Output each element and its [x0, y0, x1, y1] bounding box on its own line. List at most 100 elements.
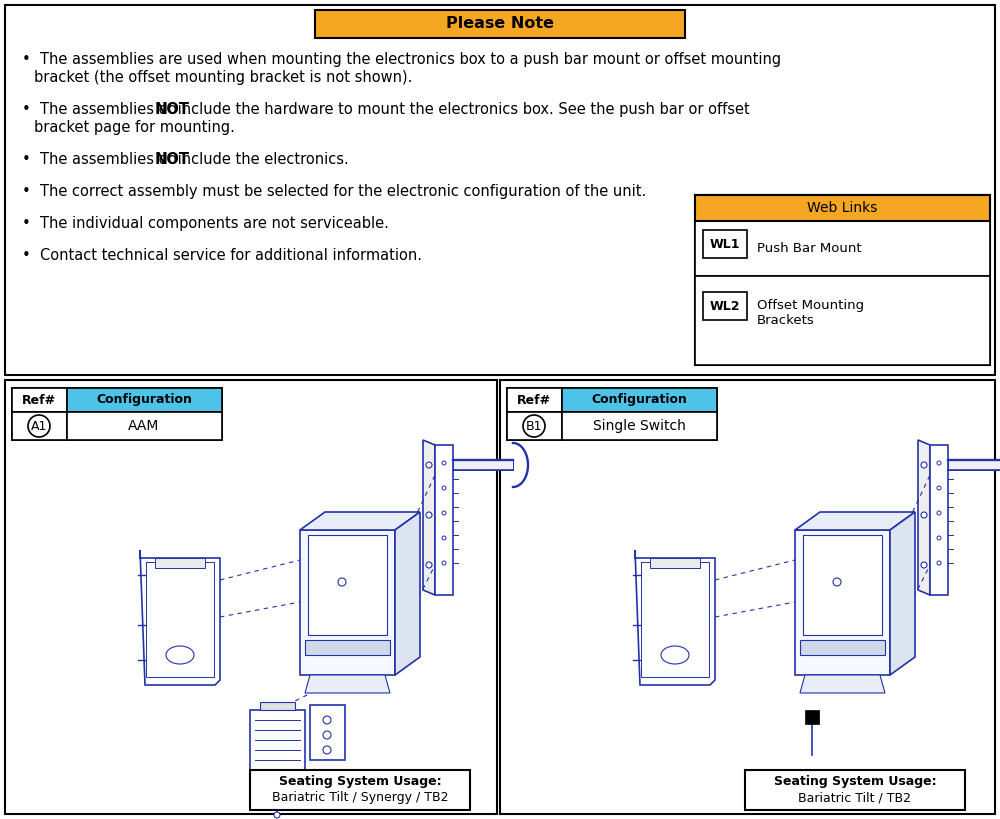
Bar — [315, 10, 685, 38]
Circle shape — [442, 536, 446, 540]
Polygon shape — [260, 702, 295, 710]
Text: Push Bar Mount: Push Bar Mount — [757, 242, 862, 255]
Circle shape — [833, 578, 841, 586]
Text: Seating System Usage:: Seating System Usage: — [774, 776, 936, 789]
Circle shape — [323, 746, 331, 754]
Polygon shape — [800, 640, 885, 655]
Bar — [507, 388, 562, 412]
Text: Offset Mounting
Brackets: Offset Mounting Brackets — [757, 299, 864, 327]
Text: •  The assemblies do: • The assemblies do — [22, 152, 181, 167]
Bar — [703, 292, 747, 320]
Polygon shape — [635, 550, 715, 685]
Text: bracket page for mounting.: bracket page for mounting. — [34, 120, 235, 135]
Text: bracket (the offset mounting bracket is not shown).: bracket (the offset mounting bracket is … — [34, 70, 412, 85]
Circle shape — [323, 716, 331, 724]
Bar — [745, 770, 965, 810]
Polygon shape — [155, 558, 205, 568]
Bar — [507, 412, 717, 440]
Text: Ref#: Ref# — [22, 393, 56, 406]
Circle shape — [338, 578, 346, 586]
Bar — [695, 195, 990, 221]
Bar — [250, 770, 470, 810]
Text: •  The correct assembly must be selected for the electronic configuration of the: • The correct assembly must be selected … — [22, 184, 646, 199]
Circle shape — [442, 511, 446, 515]
Polygon shape — [795, 512, 915, 530]
Circle shape — [426, 462, 432, 468]
Circle shape — [28, 415, 50, 437]
Text: Configuration: Configuration — [96, 393, 192, 406]
Ellipse shape — [661, 646, 689, 664]
Text: WL2: WL2 — [710, 300, 740, 313]
Text: Bariatric Tilt / TB2: Bariatric Tilt / TB2 — [798, 791, 912, 804]
Text: Web Links: Web Links — [807, 201, 878, 215]
Bar — [507, 388, 717, 412]
Polygon shape — [650, 558, 700, 568]
Text: A1: A1 — [31, 419, 47, 432]
Polygon shape — [453, 460, 513, 470]
Polygon shape — [890, 512, 915, 675]
Text: •  The assemblies do: • The assemblies do — [22, 102, 181, 117]
Polygon shape — [795, 530, 890, 675]
Text: B1: B1 — [526, 419, 542, 432]
Polygon shape — [948, 460, 1000, 470]
Bar — [500, 380, 995, 814]
Bar — [507, 412, 562, 440]
Circle shape — [937, 561, 941, 565]
Bar — [12, 388, 67, 412]
Circle shape — [523, 415, 545, 437]
Circle shape — [937, 486, 941, 490]
Text: Ref#: Ref# — [517, 393, 551, 406]
Bar — [5, 5, 995, 375]
Circle shape — [442, 561, 446, 565]
Polygon shape — [918, 440, 930, 595]
Circle shape — [921, 512, 927, 518]
Polygon shape — [423, 440, 435, 595]
Circle shape — [442, 486, 446, 490]
Bar — [67, 388, 222, 412]
Polygon shape — [140, 550, 220, 685]
Bar — [12, 412, 67, 440]
Text: Bariatric Tilt / Synergy / TB2: Bariatric Tilt / Synergy / TB2 — [272, 791, 448, 804]
Text: •  Contact technical service for additional information.: • Contact technical service for addition… — [22, 248, 422, 263]
Text: NOT: NOT — [154, 152, 189, 167]
Circle shape — [274, 812, 280, 818]
Bar — [12, 412, 222, 440]
Bar — [805, 710, 819, 724]
Bar — [5, 380, 497, 814]
Circle shape — [937, 511, 941, 515]
Polygon shape — [305, 675, 390, 693]
Circle shape — [426, 562, 432, 568]
Bar — [695, 276, 990, 365]
Text: include the hardware to mount the electronics box. See the push bar or offset: include the hardware to mount the electr… — [173, 102, 750, 117]
Circle shape — [937, 461, 941, 465]
Bar — [695, 195, 990, 365]
Circle shape — [442, 461, 446, 465]
Text: include the electronics.: include the electronics. — [173, 152, 349, 167]
Polygon shape — [300, 512, 420, 530]
Text: Please Note: Please Note — [446, 16, 554, 31]
Text: Seating System Usage:: Seating System Usage: — [279, 776, 441, 789]
Text: Configuration: Configuration — [591, 393, 687, 406]
Bar — [67, 412, 222, 440]
Circle shape — [426, 512, 432, 518]
Polygon shape — [310, 705, 345, 760]
Polygon shape — [305, 640, 390, 655]
Text: •  The assemblies are used when mounting the electronics box to a push bar mount: • The assemblies are used when mounting … — [22, 52, 781, 67]
Polygon shape — [308, 535, 387, 635]
Bar — [695, 221, 990, 276]
Text: WL1: WL1 — [710, 238, 740, 251]
Polygon shape — [930, 445, 948, 595]
Bar — [562, 388, 717, 412]
Ellipse shape — [166, 646, 194, 664]
Circle shape — [921, 562, 927, 568]
Polygon shape — [395, 512, 420, 675]
Text: •  The individual components are not serviceable.: • The individual components are not serv… — [22, 216, 389, 231]
Polygon shape — [800, 675, 885, 693]
Circle shape — [937, 536, 941, 540]
Polygon shape — [435, 445, 453, 595]
Polygon shape — [300, 530, 395, 675]
Text: NOT: NOT — [154, 102, 189, 117]
Bar — [562, 412, 717, 440]
Circle shape — [323, 731, 331, 739]
Bar — [12, 388, 222, 412]
